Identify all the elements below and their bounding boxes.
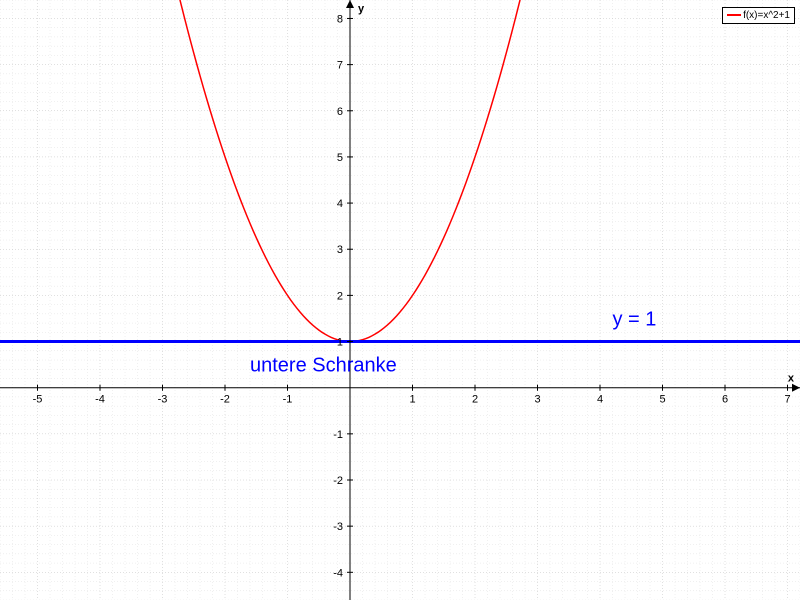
svg-text:3: 3 [534, 394, 540, 406]
svg-text:2: 2 [472, 394, 478, 406]
svg-text:-1: -1 [283, 394, 293, 406]
svg-text:6: 6 [337, 106, 343, 118]
svg-text:-3: -3 [158, 394, 168, 406]
svg-text:5: 5 [659, 394, 665, 406]
svg-text:4: 4 [597, 394, 603, 406]
legend: f(x)=x^2+1 [722, 7, 795, 24]
legend-label: f(x)=x^2+1 [743, 10, 790, 21]
plot-svg: -5 -4 -3 -2 -1 1 2 3 4 5 6 7 -4 -3 -2 -1 1 2 3 4 5 6 7 8 x y y = 1… [0, 0, 800, 600]
svg-text:y: y [358, 3, 365, 15]
svg-text:2: 2 [337, 290, 343, 302]
svg-text:-2: -2 [333, 475, 343, 487]
svg-text:-2: -2 [220, 394, 230, 406]
svg-text:x: x [788, 373, 795, 385]
svg-text:8: 8 [337, 13, 343, 25]
svg-text:-3: -3 [333, 521, 343, 533]
svg-text:-4: -4 [333, 567, 343, 579]
svg-text:y = 1: y = 1 [613, 308, 657, 330]
svg-text:-1: -1 [333, 429, 343, 441]
svg-text:3: 3 [337, 244, 343, 256]
svg-text:1: 1 [409, 394, 415, 406]
svg-text:7: 7 [784, 394, 790, 406]
svg-text:4: 4 [337, 198, 343, 210]
legend-swatch [727, 14, 741, 16]
svg-text:-5: -5 [33, 394, 43, 406]
svg-text:-4: -4 [95, 394, 105, 406]
svg-text:untere Schranke: untere Schranke [250, 355, 397, 377]
chart-area: -5 -4 -3 -2 -1 1 2 3 4 5 6 7 -4 -3 -2 -1 1 2 3 4 5 6 7 8 x y y = 1… [0, 0, 800, 600]
svg-text:1: 1 [337, 337, 343, 349]
svg-text:7: 7 [337, 60, 343, 72]
svg-text:6: 6 [722, 394, 728, 406]
svg-text:5: 5 [337, 152, 343, 164]
